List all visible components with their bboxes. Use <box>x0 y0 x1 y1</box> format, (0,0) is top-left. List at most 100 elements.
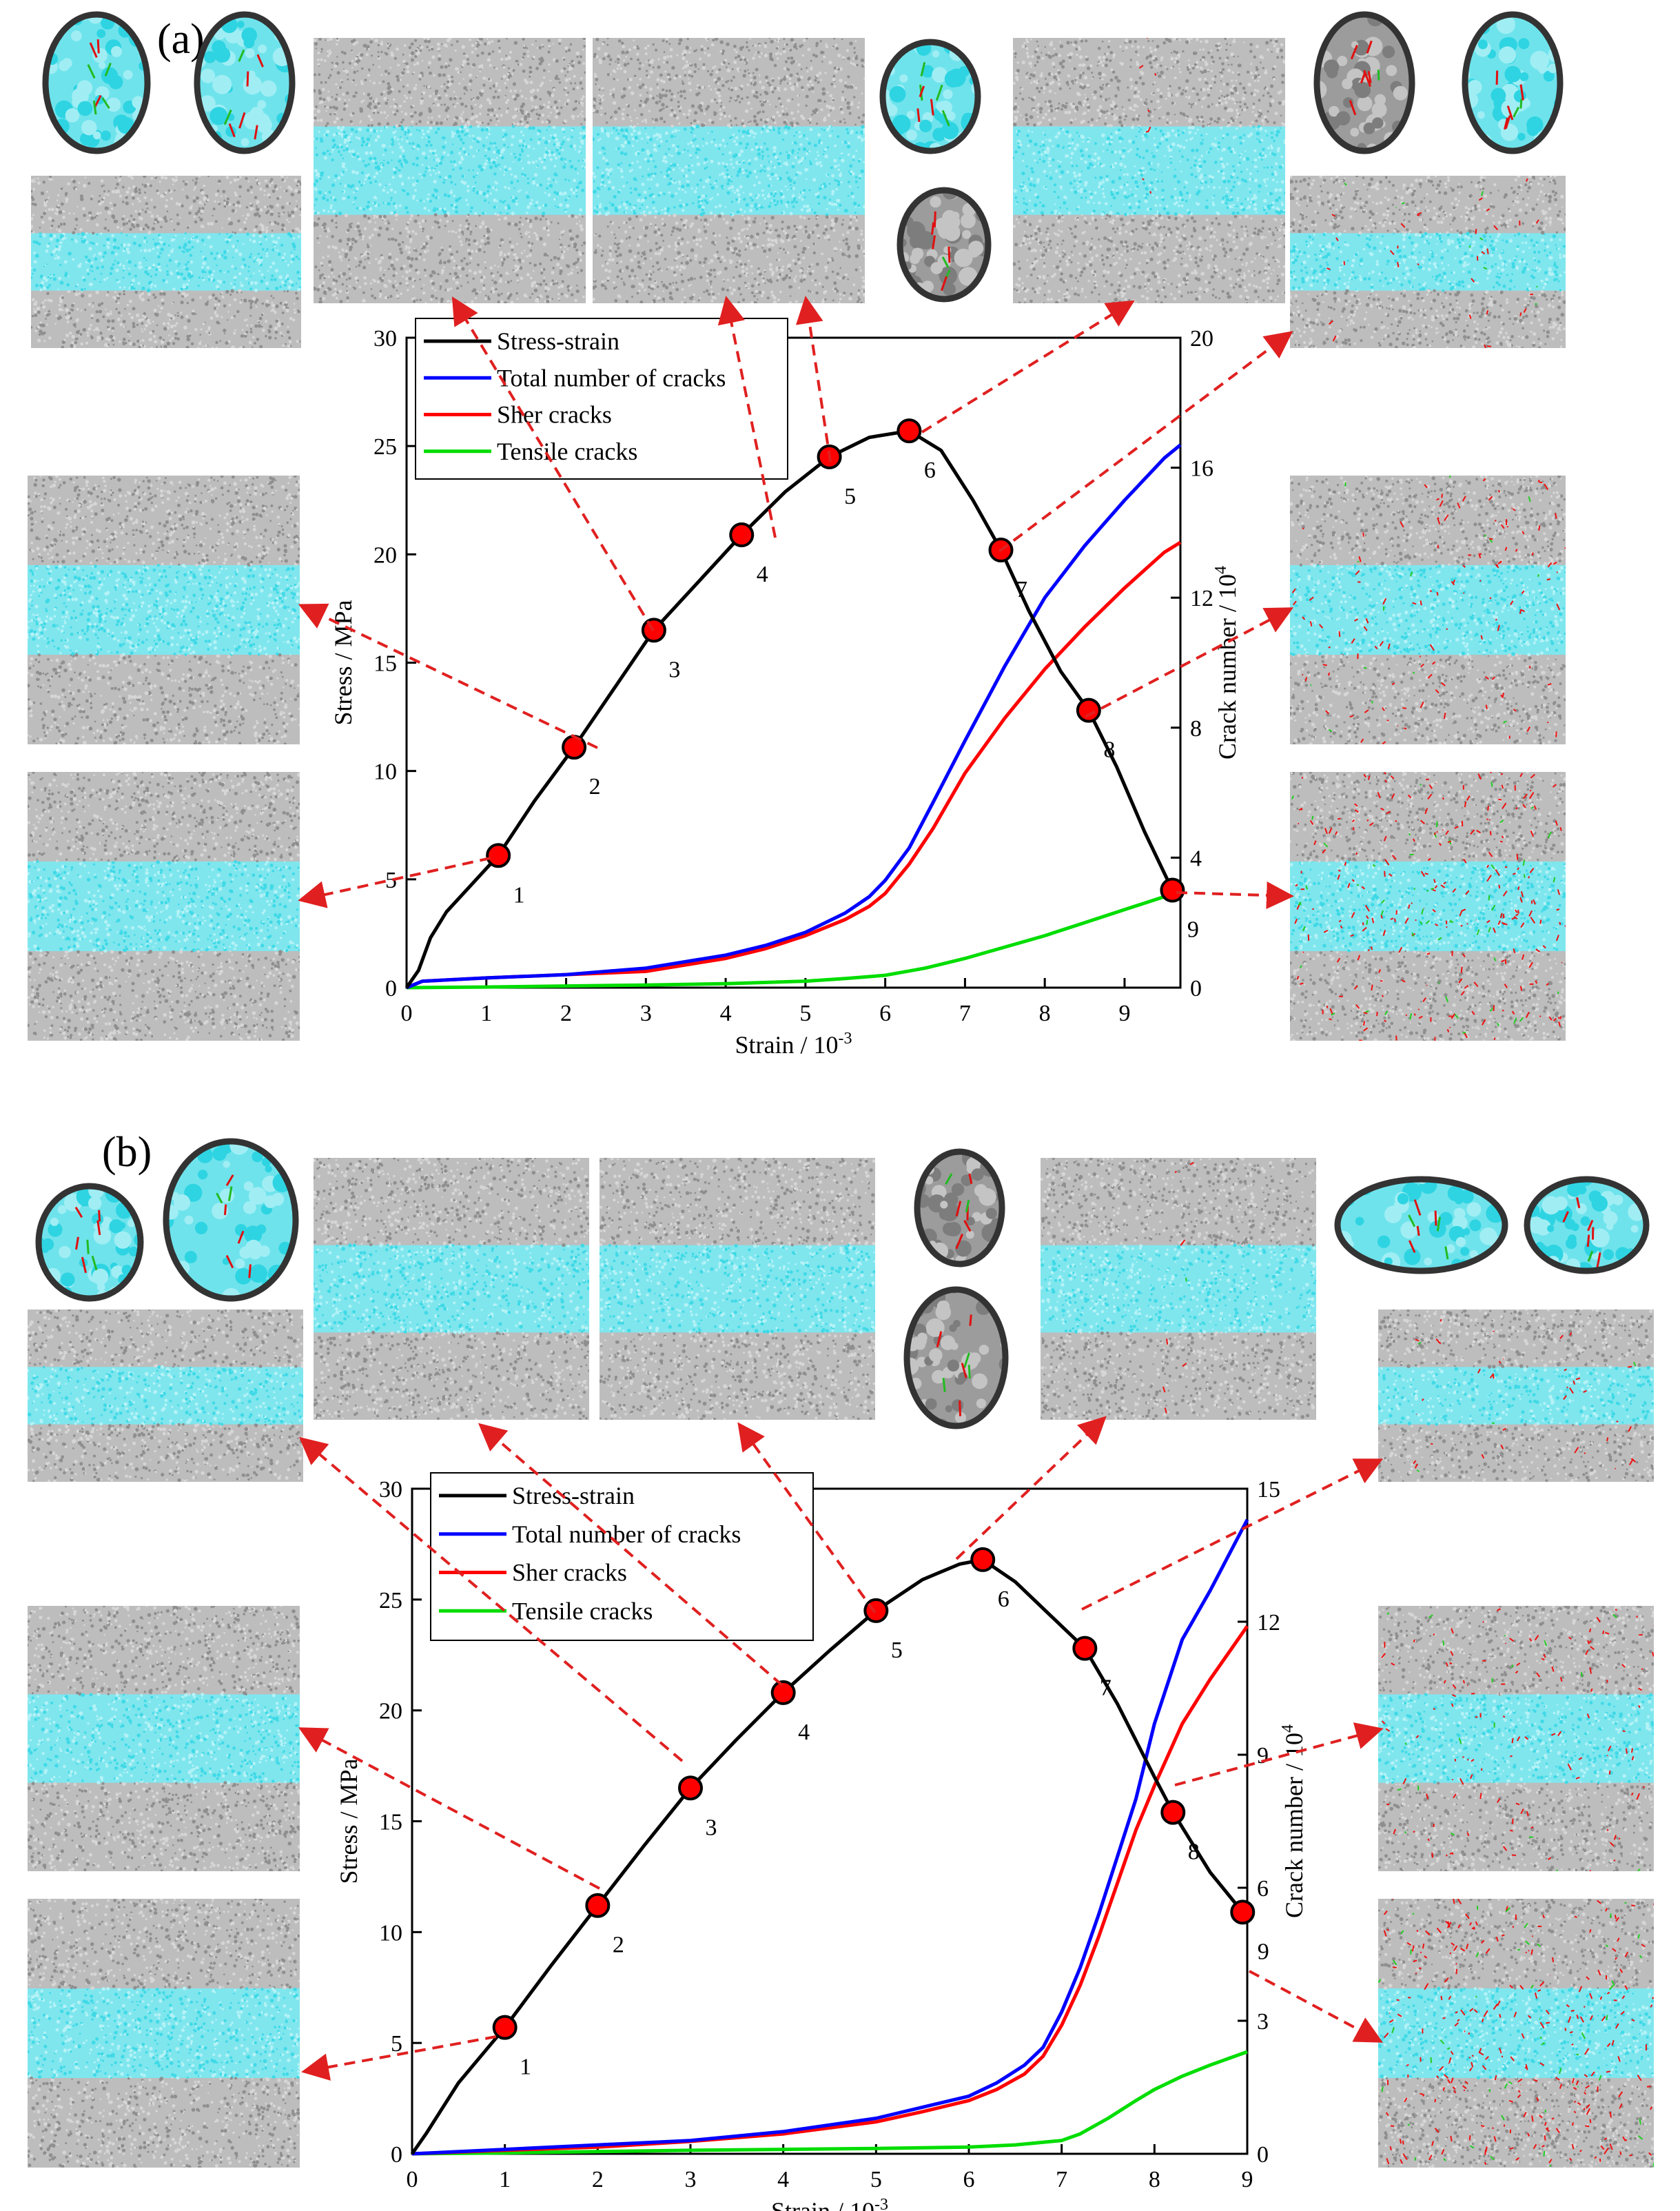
x-tick-label: 3 <box>640 1001 652 1026</box>
series-line-stress-strain <box>404 429 1174 989</box>
stage-marker <box>1072 1636 1098 1661</box>
x-tick-label: 2 <box>592 2167 604 2192</box>
y-tick-label: 20 <box>379 1699 402 1724</box>
y-tick-label: 0 <box>385 976 397 1001</box>
stage-marker <box>1160 1800 1186 1825</box>
stage-marker-label: 6 <box>924 458 936 483</box>
y2-tick-label: 15 <box>1257 1477 1280 1502</box>
connector-arrow <box>298 1727 600 1890</box>
x-tick-label: 5 <box>799 1001 811 1026</box>
y-tick-label: 30 <box>373 326 397 351</box>
y2-tick-label: 0 <box>1190 976 1202 1001</box>
zoom-circle <box>1334 1176 1508 1274</box>
x-tick-label: 5 <box>870 2167 882 2192</box>
zoom-circle <box>1462 11 1564 154</box>
zoom-circle <box>194 11 296 154</box>
connector-arrow <box>1081 1458 1384 1611</box>
stage-marker <box>585 1893 611 1918</box>
connector-arrow <box>1085 607 1294 718</box>
stage-marker <box>1230 1899 1256 1925</box>
zoom-circle <box>914 1148 1005 1267</box>
x-tick-label: 8 <box>1039 1001 1051 1026</box>
series-line-sher-cracks <box>411 1624 1249 2156</box>
connector-arrow <box>1176 882 1294 910</box>
y-tick-label: 0 <box>391 2142 402 2168</box>
specimen-slice <box>1290 772 1566 1041</box>
y2-tick-label: 3 <box>1257 2009 1269 2035</box>
x-tick-label: 0 <box>407 2167 418 2192</box>
series-line-total-number-of-cracks <box>411 1518 1249 2156</box>
x-tick-label: 7 <box>1056 2167 1067 2192</box>
y2-tick-label: 12 <box>1257 1610 1280 1636</box>
y2-tick-label: 4 <box>1190 846 1202 871</box>
stage-marker-label: 8 <box>1103 737 1115 763</box>
stage-marker-label: 8 <box>1188 1840 1200 1865</box>
x-tick-label: 6 <box>879 1001 891 1026</box>
legend-label: Sher cracks <box>497 401 612 429</box>
x-tick-label: 4 <box>720 1001 732 1026</box>
connector-arrow <box>998 331 1293 553</box>
specimen-slice <box>1290 476 1566 744</box>
stage-marker <box>492 2015 518 2040</box>
panel-label-a: (a) <box>157 15 205 64</box>
x-tick-label: 3 <box>685 2167 697 2192</box>
stage-marker-label: 9 <box>1187 917 1199 943</box>
stage-marker <box>678 1775 703 1801</box>
y2-tick-label: 16 <box>1190 456 1213 482</box>
x-tick-label: 1 <box>480 1001 492 1026</box>
stage-marker <box>897 418 922 444</box>
y2-tick-label: 8 <box>1190 716 1202 742</box>
zoom-circle <box>163 1138 299 1302</box>
zoom-circle <box>903 1286 1009 1429</box>
series-line-tensile-cracks <box>411 2050 1248 2156</box>
connector-arrow <box>1249 1970 1384 2043</box>
specimen-slice <box>28 1606 300 1871</box>
stage-marker-label: 3 <box>706 1815 717 1840</box>
connector-arrow <box>717 296 777 538</box>
y-tick-label: 15 <box>373 651 397 677</box>
x-tick-label: 9 <box>1118 1001 1130 1026</box>
y-axis-label: Stress / MPa <box>329 600 357 725</box>
specimen-slice <box>28 772 300 1041</box>
stage-marker-label: 4 <box>757 562 768 587</box>
stage-marker-label: 1 <box>513 882 525 908</box>
connector-arrow <box>301 2035 497 2081</box>
zoom-circle <box>879 39 981 154</box>
connector-arrow <box>298 857 491 908</box>
stage-marker-label: 4 <box>798 1720 810 1745</box>
connector-arrow <box>478 1423 783 1687</box>
y2-tick-label: 20 <box>1190 326 1213 351</box>
zoom-circle <box>897 187 992 303</box>
stage-marker-label: 6 <box>998 1587 1010 1612</box>
zoom-circle <box>35 1183 144 1302</box>
stage-marker-label: 2 <box>589 774 601 799</box>
specimen-slice <box>1013 38 1285 303</box>
connector-arrow <box>298 603 598 749</box>
y-tick-label: 25 <box>379 1588 402 1613</box>
stage-marker-label: 5 <box>844 484 856 509</box>
panel-label-b: (b) <box>102 1128 152 1177</box>
y2-tick-label: 6 <box>1257 1876 1269 1902</box>
legend-label: Sher cracks <box>512 1559 627 1587</box>
specimen-slice <box>28 1310 303 1482</box>
specimen-slice <box>31 176 301 348</box>
connector-arrow <box>737 1422 877 1614</box>
stage-marker <box>863 1598 889 1623</box>
x-tick-label: 0 <box>401 1001 413 1026</box>
x-tick-label: 4 <box>777 2167 789 2192</box>
specimen-slice <box>593 38 865 303</box>
y-tick-label: 15 <box>379 1810 402 1835</box>
connector-arrow <box>1174 1722 1384 1786</box>
y-tick-label: 10 <box>373 760 397 785</box>
stage-marker <box>1160 877 1185 903</box>
stage-marker-label: 9 <box>1258 1939 1269 1964</box>
specimen-slice <box>314 38 586 303</box>
y-tick-label: 30 <box>379 1477 402 1502</box>
specimen-slice <box>1378 1606 1654 1871</box>
connector-arrow <box>955 1416 1107 1560</box>
y-tick-label: 5 <box>391 2031 402 2057</box>
stage-marker <box>486 843 511 868</box>
x-tick-label: 8 <box>1149 2167 1160 2192</box>
x-tick-label: 6 <box>963 2167 975 2192</box>
